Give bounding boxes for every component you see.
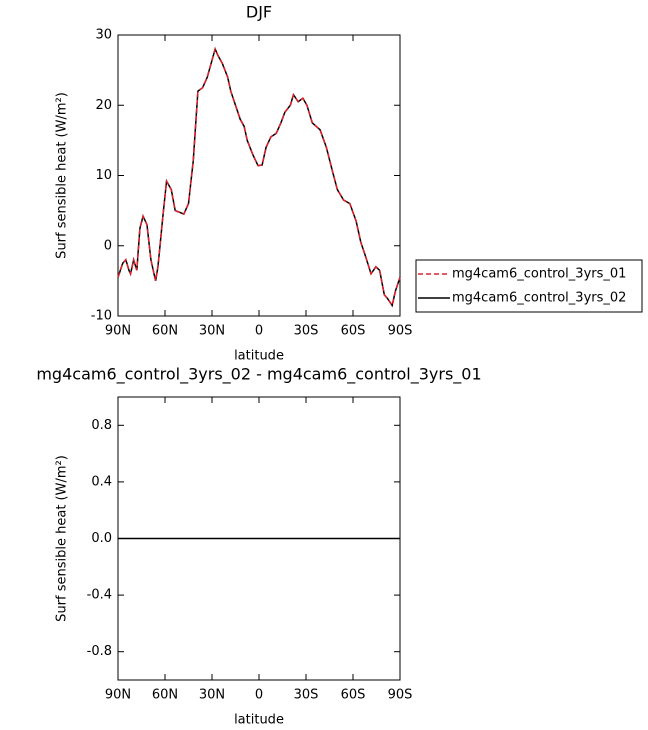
y-tick-label: 20	[95, 98, 112, 113]
x-tick-label: 30S	[294, 324, 319, 339]
chart-title: DJF	[246, 3, 272, 22]
x-tick-label: 60S	[341, 324, 366, 339]
x-tick-label: 30N	[199, 324, 225, 339]
y-tick-label: -0.4	[87, 588, 112, 603]
y-tick-label: 0.0	[91, 531, 112, 546]
x-tick-label: 90S	[388, 324, 413, 339]
x-tick-label: 90N	[105, 324, 131, 339]
y-tick-label: -0.8	[87, 644, 112, 659]
x-tick-label: 90S	[388, 688, 413, 703]
y-tick-label: 10	[95, 168, 112, 183]
x-axis-label: latitude	[234, 349, 284, 364]
x-tick-label: 30N	[199, 688, 225, 703]
legend-label: mg4cam6_control_3yrs_02	[452, 291, 626, 306]
x-axis-label: latitude	[234, 713, 284, 728]
legend-label: mg4cam6_control_3yrs_01	[452, 267, 626, 282]
x-tick-label: 30S	[294, 688, 319, 703]
chart-title: mg4cam6_control_3yrs_02 - mg4cam6_contro…	[36, 365, 481, 385]
x-tick-label: 90N	[105, 688, 131, 703]
x-tick-label: 60N	[152, 688, 178, 703]
legend-frame	[415, 259, 643, 313]
y-tick-label: 0	[104, 238, 112, 253]
data-line	[117, 46, 401, 308]
data-line	[117, 46, 401, 308]
y-tick-label: -10	[91, 309, 112, 324]
y-tick-label: 0.4	[91, 474, 112, 489]
plot-frame	[117, 34, 401, 317]
y-tick-label: 30	[95, 28, 112, 43]
y-axis-label: Surf sensible heat (W/m²)	[55, 92, 70, 259]
x-tick-label: 60S	[341, 688, 366, 703]
x-tick-label: 60N	[152, 324, 178, 339]
x-tick-label: 0	[255, 324, 263, 339]
y-axis-label: Surf sensible heat (W/m²)	[55, 455, 70, 622]
y-tick-label: 0.8	[91, 418, 112, 433]
x-tick-label: 0	[255, 688, 263, 703]
